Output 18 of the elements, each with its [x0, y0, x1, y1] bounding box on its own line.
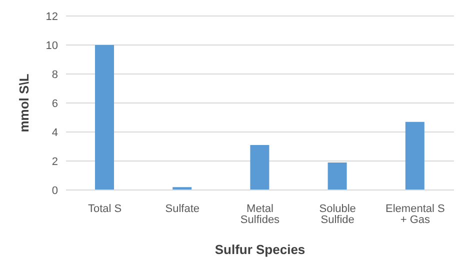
y-tick-label: 6: [52, 98, 58, 110]
x-tick-label: Sulfate: [165, 202, 200, 215]
bar: [405, 122, 424, 190]
x-tick-label: Elemental S + Gas: [386, 202, 445, 226]
bar: [250, 145, 270, 190]
y-tick-label: 4: [52, 126, 58, 139]
bar: [328, 162, 347, 190]
x-tick-label: Metal Sulfides: [240, 202, 280, 226]
y-tick-label: 10: [46, 40, 58, 52]
y-axis-title: mmol S\L: [16, 74, 32, 132]
y-tick-label: 0: [52, 184, 58, 197]
y-tick-label: 2: [52, 156, 58, 168]
y-tick-label: 8: [52, 68, 58, 81]
bar: [95, 45, 114, 190]
x-tick-label: Soluble Sulfide: [319, 202, 356, 226]
x-tick-label: Total S: [88, 202, 122, 215]
x-axis-title: Sulfur Species: [214, 242, 306, 257]
y-tick-label: 12: [46, 10, 58, 23]
